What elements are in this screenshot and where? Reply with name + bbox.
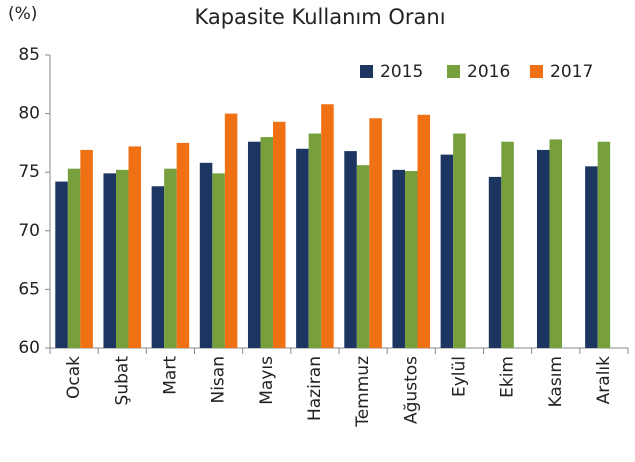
bar	[247, 141, 261, 348]
y-tick-label: 60	[18, 338, 40, 358]
bar	[80, 149, 93, 348]
bar	[501, 141, 514, 348]
bar	[308, 133, 322, 348]
x-tick-label: Ocak	[64, 356, 84, 399]
x-tick-label: Haziran	[305, 356, 325, 421]
x-tick-label: Ağustos	[401, 356, 421, 424]
x-tick-label: Ekim	[498, 356, 518, 398]
legend-swatch	[530, 65, 543, 78]
x-tick-label: Mart	[160, 356, 180, 395]
bar	[224, 113, 238, 348]
bar	[369, 118, 382, 349]
bar	[67, 168, 81, 348]
x-tick-label: Şubat	[112, 356, 132, 406]
bar	[115, 169, 129, 348]
y-tick-label: 85	[18, 45, 40, 65]
bar	[549, 139, 563, 348]
x-tick-label: Nisan	[209, 356, 229, 404]
bar	[321, 104, 334, 348]
chart-title: Kapasite Kullanım Oranı	[194, 5, 445, 29]
legend-swatch	[360, 65, 373, 78]
y-tick-label: 75	[18, 162, 40, 182]
bar	[164, 168, 177, 348]
legend-label: 2016	[467, 62, 510, 82]
bar	[597, 141, 611, 348]
x-tick-label: Temmuz	[353, 356, 373, 428]
bar	[273, 121, 286, 348]
bar	[453, 133, 466, 348]
y-tick-label: 65	[18, 279, 40, 299]
bar	[296, 148, 309, 348]
x-tick-label: Mayıs	[257, 356, 277, 405]
bar	[55, 181, 68, 348]
bar	[199, 162, 213, 348]
y-tick-label: 80	[18, 104, 40, 124]
bar	[440, 154, 454, 348]
bar	[260, 137, 274, 348]
bar	[536, 149, 550, 348]
legend-swatch	[447, 65, 460, 78]
bar	[212, 173, 225, 348]
bar	[344, 151, 357, 348]
bar	[151, 186, 165, 348]
legend-label: 2015	[380, 62, 423, 82]
y-tick-label: 70	[18, 221, 40, 241]
x-tick-label: Aralık	[594, 356, 614, 404]
bar	[404, 171, 418, 348]
bar	[356, 165, 370, 348]
bar	[128, 146, 142, 348]
bar	[585, 166, 598, 348]
y-axis-label: (%)	[8, 4, 37, 24]
x-tick-label: Kasım	[546, 356, 566, 407]
bar	[103, 173, 116, 348]
bar	[392, 169, 405, 348]
legend-label: 2017	[550, 62, 593, 82]
bar	[176, 142, 190, 348]
bar	[488, 176, 502, 348]
bar	[417, 114, 431, 348]
x-tick-label: Eylül	[449, 356, 469, 397]
